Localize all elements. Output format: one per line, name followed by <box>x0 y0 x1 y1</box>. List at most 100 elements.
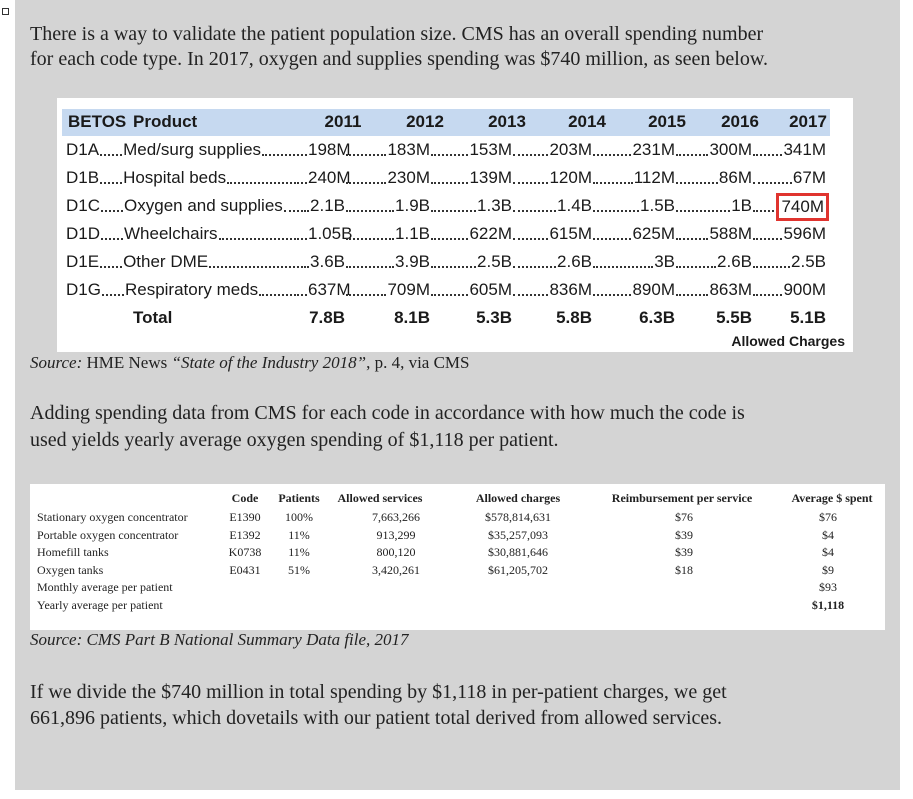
value-cell: 596M <box>752 222 826 246</box>
cell-value: 890M <box>632 280 675 299</box>
leader-dots <box>301 294 307 296</box>
leader-dots <box>209 266 299 268</box>
source-title: “State of the Industry 2018” <box>171 353 367 372</box>
leader-dots <box>676 266 717 268</box>
cell-value: $4 <box>822 527 834 542</box>
leader-dots <box>346 182 387 184</box>
value-cell: 2.1B <box>300 194 345 218</box>
total-row: Total 7.8B 8.1B 5.3B 5.8B 6.3B 5.5B 5.1B <box>66 306 826 330</box>
cell-value: 2.1B <box>310 196 345 215</box>
value-cell: 300M <box>675 138 752 162</box>
table-row: D1C Oxygen and supplies 2.1B 1.9B 1.3B 1.4B 1.… <box>66 193 829 221</box>
cell-value: 8.1B <box>394 308 430 327</box>
leader-dots <box>513 210 557 212</box>
leader-dots <box>431 266 477 268</box>
value-cell: 198M <box>300 138 351 162</box>
value-cell: 709M <box>345 278 430 302</box>
cell-value: 3,420,261 <box>372 562 420 577</box>
leader-dots <box>227 182 299 184</box>
cell-value: E0431 <box>229 562 261 577</box>
value-cell: 890M <box>592 278 675 302</box>
leader-dots <box>218 238 299 240</box>
leader-dots <box>101 294 124 296</box>
checkbox[interactable] <box>2 8 9 15</box>
row-label: Portable oxygen concentrator <box>37 527 179 542</box>
cell-value: 622M <box>469 224 512 243</box>
summary-value: $1,118 <box>811 597 845 612</box>
cell-value: 1.9B <box>395 196 430 215</box>
value-cell: 622M <box>430 222 512 246</box>
table-header-band <box>62 109 830 136</box>
cell-value: 900M <box>783 280 826 299</box>
leader-dots <box>100 182 123 184</box>
cell-value: 120M <box>549 168 592 187</box>
value-cell: 139M <box>430 166 512 190</box>
cell-value: 198M <box>308 140 351 159</box>
column-header: Patients <box>278 491 320 505</box>
row-label: D1E Other DME <box>66 250 300 274</box>
source-line: Source: CMS Part B National Summary Data… <box>30 630 409 649</box>
value-cell: 2.6B <box>512 250 592 274</box>
leader-dots <box>513 266 557 268</box>
cell-value: $4 <box>822 545 834 559</box>
highlighted-value: 740M <box>776 193 829 221</box>
leader-dots <box>101 210 124 212</box>
column-header: Allowed charges <box>475 491 561 505</box>
betos-code: D1B <box>66 168 100 187</box>
source-label: Source: <box>30 353 83 372</box>
cell-value: 6.3B <box>639 308 675 327</box>
product-name: Oxygen and supplies <box>124 196 283 215</box>
value-cell: 5.3B <box>430 306 512 330</box>
leader-dots <box>753 182 792 184</box>
value-cell: 1.3B <box>430 194 512 218</box>
value-cell: 3.9B <box>345 250 430 274</box>
row-label: D1A Med/surg supplies <box>66 138 300 162</box>
source-publisher: HME News <box>86 353 168 372</box>
value-cell: 231M <box>592 138 675 162</box>
cell-value: 1.05B <box>308 224 353 243</box>
year-header: 2016 <box>721 112 759 131</box>
leader-dots <box>100 154 123 156</box>
paragraph-line: There is a way to validate the patient p… <box>30 23 764 45</box>
cell-value: 2.6B <box>717 252 752 271</box>
caption: Allowed Charges <box>731 333 845 349</box>
table-image <box>57 98 853 352</box>
product-name: Wheelchairs <box>124 224 218 243</box>
leader-dots <box>283 210 299 212</box>
column-header: BETOS <box>68 112 127 131</box>
value-cell: 112M <box>592 166 675 190</box>
cell-value: 913,299 <box>376 527 416 542</box>
product-name: Hospital beds <box>123 168 227 187</box>
leader-dots <box>301 210 310 212</box>
leader-dots <box>513 238 549 240</box>
cell-value: $9 <box>822 562 834 577</box>
betos-code: D1A <box>66 140 100 159</box>
leader-dots <box>753 238 783 240</box>
product-name: Med/surg supplies <box>123 140 262 159</box>
value-cell: 3.6B <box>300 250 345 274</box>
cell-value: 11% <box>288 545 310 559</box>
leader-dots <box>753 154 783 156</box>
paragraph-line: Adding spending data from CMS for each c… <box>30 402 745 424</box>
cell-value: 341M <box>783 140 826 159</box>
leader-dots <box>676 210 731 212</box>
cell-value: 1.5B <box>640 196 675 215</box>
year-header: 2017 <box>789 112 827 131</box>
cell-value: $39 <box>675 545 693 559</box>
leader-dots <box>593 182 633 184</box>
value-cell: 615M <box>512 222 592 246</box>
table-image <box>30 484 885 630</box>
leader-dots <box>593 266 654 268</box>
cell-value: 3.9B <box>395 252 430 271</box>
value-cell: 605M <box>430 278 512 302</box>
betos-code: D1E <box>66 252 100 271</box>
value-cell: 863M <box>675 278 752 302</box>
value-cell: 1.1B <box>345 222 430 246</box>
betos-code: D1C <box>66 196 101 215</box>
leader-dots <box>431 154 469 156</box>
leader-dots <box>259 294 299 296</box>
cell-value: 231M <box>632 140 675 159</box>
row-label: Yearly average per patient <box>37 597 163 612</box>
source-line: Source: HME News “State of the Industry … <box>30 353 470 373</box>
value-cell: 2.5B <box>430 250 512 274</box>
